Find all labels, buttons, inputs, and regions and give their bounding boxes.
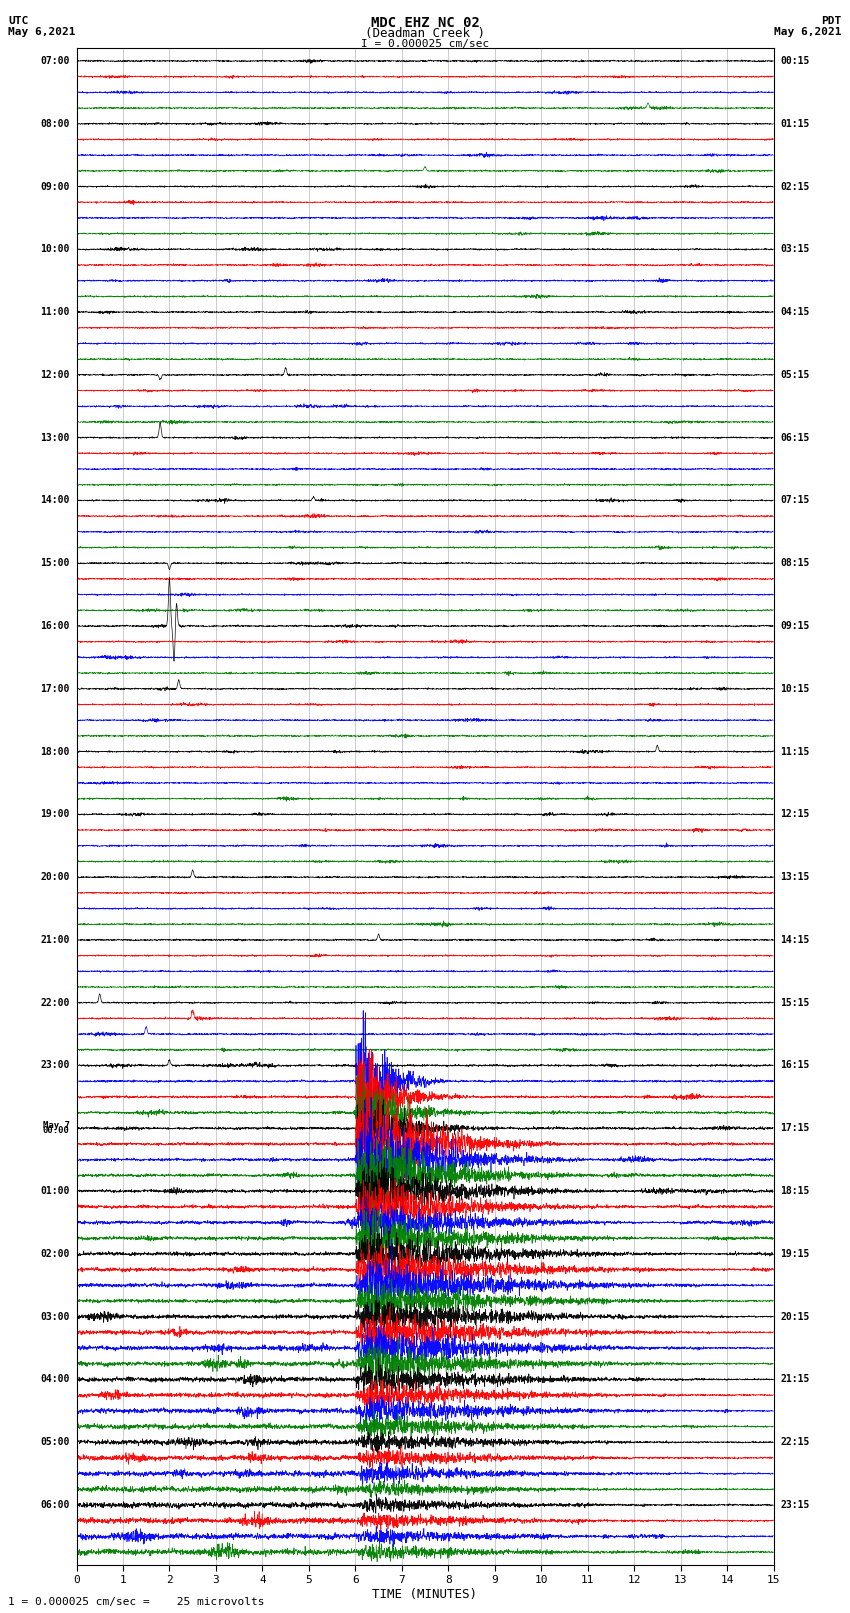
- Text: May 6,2021: May 6,2021: [8, 27, 76, 37]
- Text: MDC EHZ NC 02: MDC EHZ NC 02: [371, 16, 479, 31]
- Text: 07:15: 07:15: [780, 495, 810, 505]
- Text: 04:15: 04:15: [780, 306, 810, 318]
- Text: 19:15: 19:15: [780, 1248, 810, 1258]
- Text: UTC: UTC: [8, 16, 29, 26]
- Text: 14:15: 14:15: [780, 936, 810, 945]
- Text: 1 = 0.000025 cm/sec =    25 microvolts: 1 = 0.000025 cm/sec = 25 microvolts: [8, 1597, 265, 1607]
- Text: 07:00: 07:00: [40, 56, 70, 66]
- Text: I = 0.000025 cm/sec: I = 0.000025 cm/sec: [361, 39, 489, 48]
- Text: May 6,2021: May 6,2021: [774, 27, 842, 37]
- Text: 08:15: 08:15: [780, 558, 810, 568]
- Text: 12:00: 12:00: [40, 369, 70, 381]
- Text: 10:00: 10:00: [40, 244, 70, 255]
- Text: 17:00: 17:00: [40, 684, 70, 694]
- Text: 21:15: 21:15: [780, 1374, 810, 1384]
- Text: 06:00: 06:00: [40, 1500, 70, 1510]
- Text: 22:15: 22:15: [780, 1437, 810, 1447]
- Text: 02:00: 02:00: [40, 1248, 70, 1258]
- Text: 23:15: 23:15: [780, 1500, 810, 1510]
- Text: 08:00: 08:00: [40, 119, 70, 129]
- Text: 03:15: 03:15: [780, 244, 810, 255]
- Text: 09:15: 09:15: [780, 621, 810, 631]
- Text: 01:00: 01:00: [40, 1186, 70, 1197]
- Text: 10:15: 10:15: [780, 684, 810, 694]
- Text: 13:15: 13:15: [780, 873, 810, 882]
- Text: 06:15: 06:15: [780, 432, 810, 442]
- Text: 18:15: 18:15: [780, 1186, 810, 1197]
- Text: 00:15: 00:15: [780, 56, 810, 66]
- Text: 01:15: 01:15: [780, 119, 810, 129]
- Text: 03:00: 03:00: [40, 1311, 70, 1321]
- Text: 13:00: 13:00: [40, 432, 70, 442]
- Text: 22:00: 22:00: [40, 998, 70, 1008]
- Text: 21:00: 21:00: [40, 936, 70, 945]
- Text: 12:15: 12:15: [780, 810, 810, 819]
- Text: 20:15: 20:15: [780, 1311, 810, 1321]
- Text: 09:00: 09:00: [40, 182, 70, 192]
- Text: 18:00: 18:00: [40, 747, 70, 756]
- Text: 00:00: 00:00: [42, 1126, 70, 1136]
- Text: May 7: May 7: [42, 1121, 70, 1131]
- Text: 02:15: 02:15: [780, 182, 810, 192]
- Text: 11:15: 11:15: [780, 747, 810, 756]
- Text: (Deadman Creek ): (Deadman Creek ): [365, 27, 485, 40]
- Text: 20:00: 20:00: [40, 873, 70, 882]
- Text: 16:15: 16:15: [780, 1060, 810, 1071]
- Text: 23:00: 23:00: [40, 1060, 70, 1071]
- Text: 11:00: 11:00: [40, 306, 70, 318]
- Text: PDT: PDT: [821, 16, 842, 26]
- Text: 04:00: 04:00: [40, 1374, 70, 1384]
- X-axis label: TIME (MINUTES): TIME (MINUTES): [372, 1587, 478, 1600]
- Text: 16:00: 16:00: [40, 621, 70, 631]
- Text: 15:15: 15:15: [780, 998, 810, 1008]
- Text: 14:00: 14:00: [40, 495, 70, 505]
- Text: 15:00: 15:00: [40, 558, 70, 568]
- Text: 19:00: 19:00: [40, 810, 70, 819]
- Text: 05:15: 05:15: [780, 369, 810, 381]
- Text: 05:00: 05:00: [40, 1437, 70, 1447]
- Text: 17:15: 17:15: [780, 1123, 810, 1134]
